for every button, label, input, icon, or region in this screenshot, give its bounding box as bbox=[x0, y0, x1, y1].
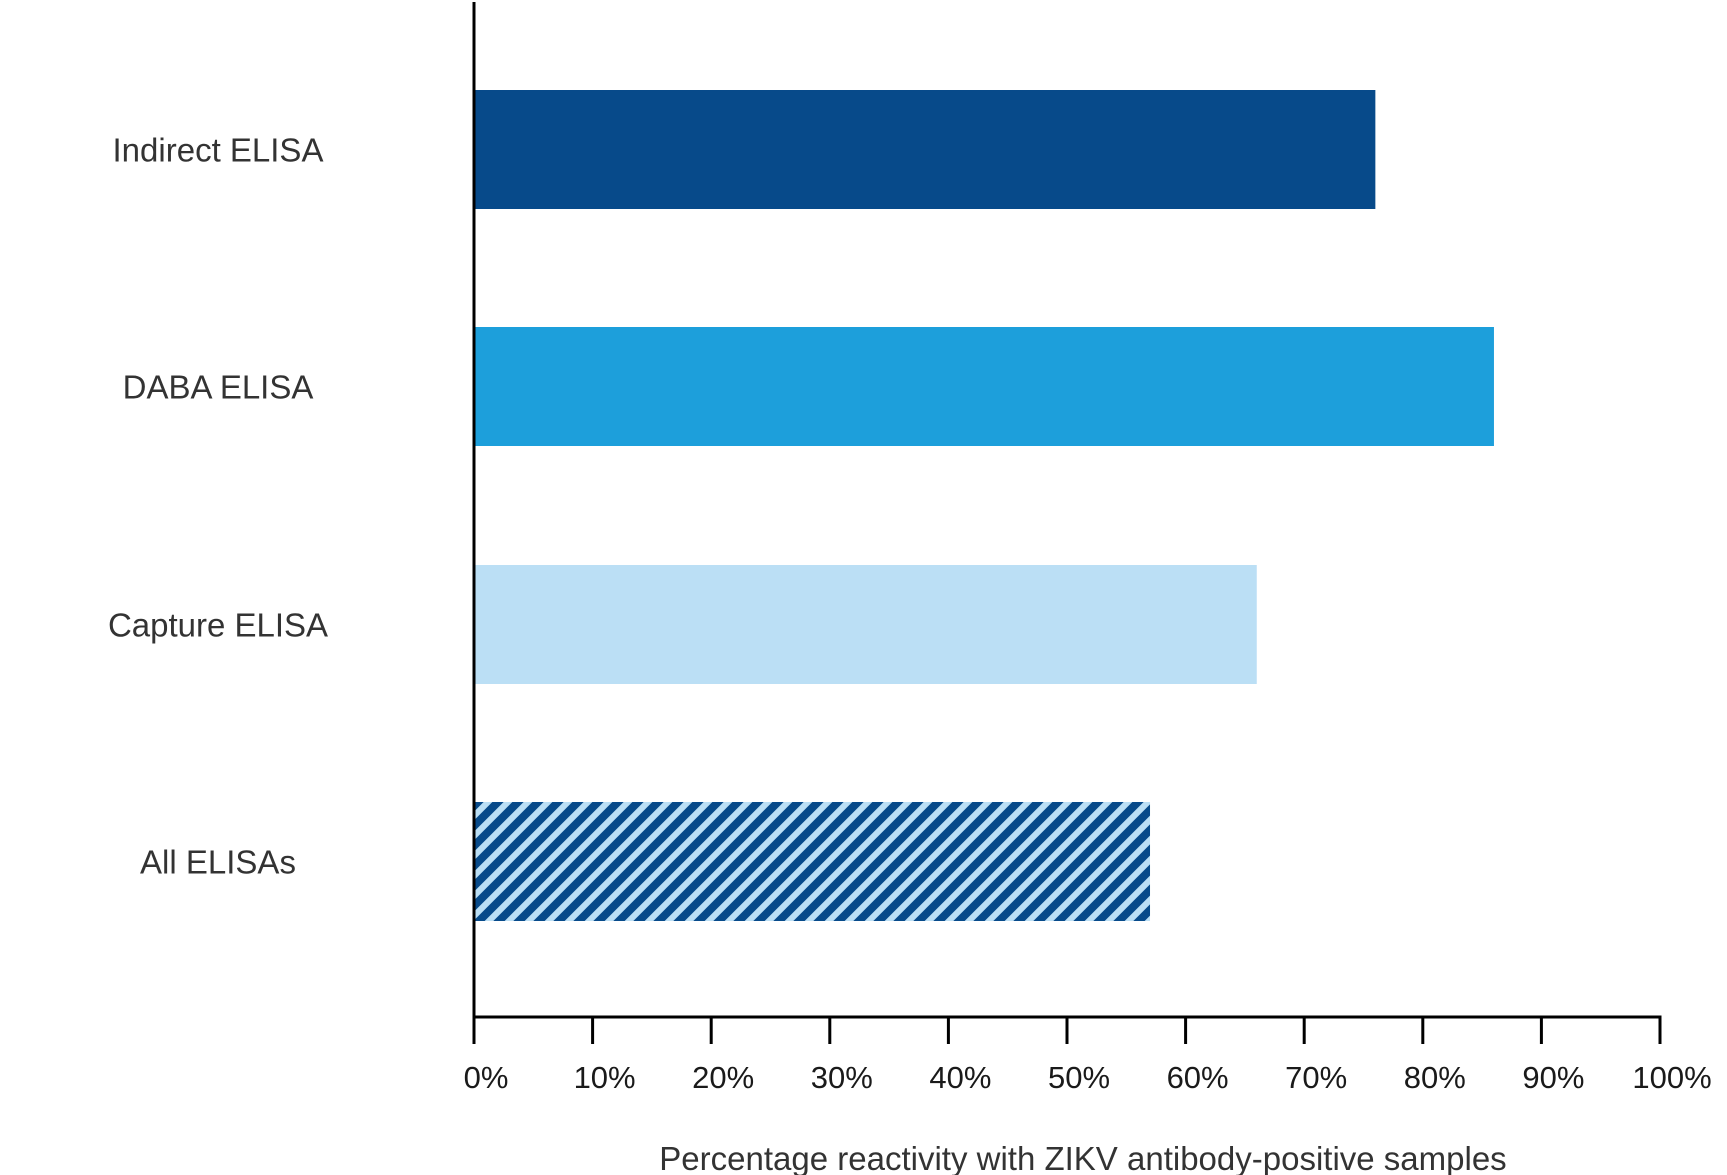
x-tick-label: 20% bbox=[692, 1060, 754, 1095]
x-axis-title: Percentage reactivity with ZIKV antibody… bbox=[659, 1140, 1506, 1175]
category-label: Capture ELISA bbox=[108, 607, 328, 644]
x-tick-label: 30% bbox=[811, 1060, 873, 1095]
bar-daba-elisa bbox=[474, 327, 1494, 446]
bar-indirect-elisa bbox=[474, 90, 1376, 209]
x-tick-label: 80% bbox=[1404, 1060, 1466, 1095]
axes: 0% 10% 20% 30% 40% 50% 60% 70% 80% 90% 100% bbox=[464, 2, 1712, 1095]
x-tick-label: 90% bbox=[1522, 1060, 1584, 1095]
x-tick-label: 0% bbox=[464, 1060, 509, 1095]
x-tick-label: 10% bbox=[574, 1060, 636, 1095]
category-label: Indirect ELISA bbox=[113, 132, 324, 169]
category-labels: Indirect ELISA DABA ELISA Capture ELISA All… bbox=[108, 132, 328, 881]
x-tick-label: 60% bbox=[1167, 1060, 1229, 1095]
bars-layer bbox=[474, 90, 1494, 921]
category-label: All ELISAs bbox=[140, 844, 296, 881]
category-label: DABA ELISA bbox=[123, 369, 314, 406]
bar-capture-elisa bbox=[474, 565, 1257, 684]
x-tick-label: 50% bbox=[1048, 1060, 1110, 1095]
x-tick-label: 40% bbox=[929, 1060, 991, 1095]
bar-all-elisas bbox=[474, 802, 1151, 921]
x-tick-label: 70% bbox=[1285, 1060, 1347, 1095]
x-tick-label: 100% bbox=[1632, 1060, 1711, 1095]
